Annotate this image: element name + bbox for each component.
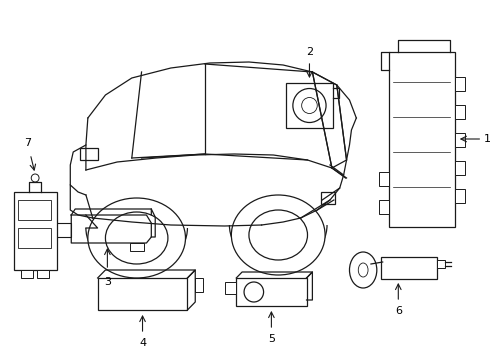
Bar (381, 257, 438, 279)
Bar (379, 172, 389, 186)
Bar (22, 270, 33, 278)
Text: 7: 7 (24, 138, 31, 148)
Bar (80, 148, 98, 160)
Bar (455, 161, 465, 175)
Text: 4: 4 (139, 338, 146, 348)
Bar (236, 278, 307, 306)
Text: 1: 1 (484, 134, 490, 144)
Text: 6: 6 (395, 306, 402, 316)
Ellipse shape (31, 174, 39, 182)
Ellipse shape (105, 212, 168, 264)
Ellipse shape (249, 210, 308, 260)
Ellipse shape (293, 89, 326, 122)
Bar (18, 228, 51, 248)
Ellipse shape (349, 252, 377, 288)
Text: 2: 2 (306, 47, 313, 57)
Text: 5: 5 (268, 334, 275, 344)
Ellipse shape (231, 195, 325, 275)
Bar (379, 200, 389, 214)
Bar (438, 260, 445, 268)
Bar (455, 189, 465, 203)
Bar (98, 278, 188, 310)
Bar (18, 200, 51, 220)
Bar (195, 278, 203, 292)
Ellipse shape (88, 198, 186, 278)
Ellipse shape (358, 263, 368, 277)
Text: 3: 3 (104, 277, 111, 287)
Ellipse shape (302, 98, 317, 113)
Bar (455, 105, 465, 119)
Bar (321, 192, 335, 204)
Bar (389, 52, 455, 227)
Bar (54, 223, 71, 237)
Bar (455, 77, 465, 91)
Ellipse shape (244, 282, 264, 302)
Bar (37, 270, 49, 278)
Bar (455, 133, 465, 147)
Bar (286, 83, 333, 128)
Bar (224, 282, 236, 294)
Bar (130, 243, 145, 251)
Bar (14, 192, 57, 270)
